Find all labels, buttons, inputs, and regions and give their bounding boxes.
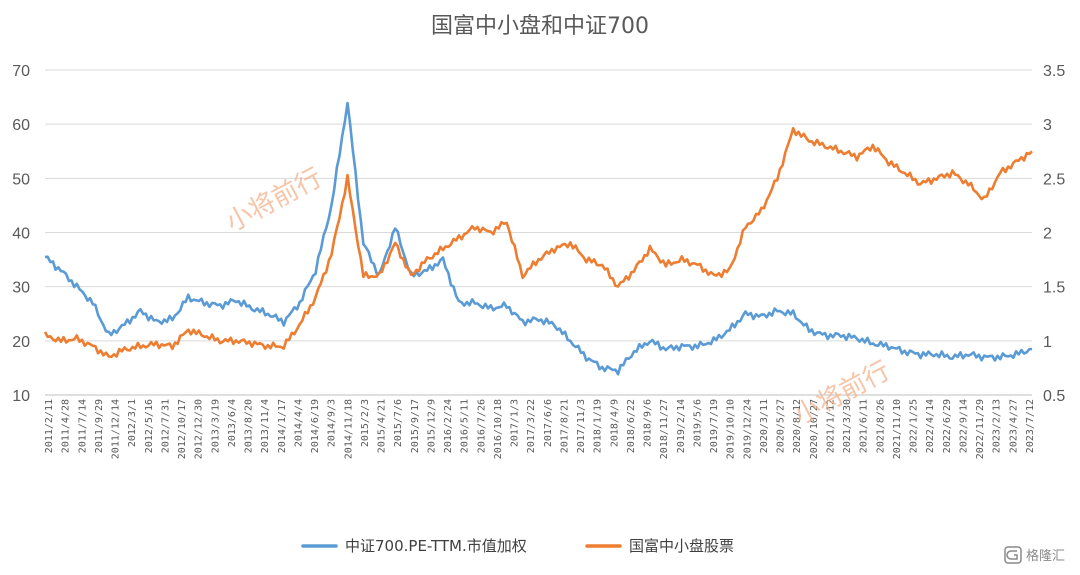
y-tick-left-label: 60	[12, 117, 30, 134]
x-tick-label: 2017/3/22	[526, 399, 537, 453]
y-tick-right-label: 3.5	[1043, 63, 1065, 80]
x-tick-label: 2014/6/19	[310, 399, 321, 453]
x-tick-label: 2016/5/11	[460, 399, 471, 453]
x-tick-label: 2014/9/3	[327, 399, 338, 447]
series-line-1	[44, 101, 1033, 376]
x-tick-label: 2014/1/17	[277, 399, 288, 453]
x-tick-label: 2020/8/12	[792, 399, 803, 453]
x-tick-label: 2016/10/18	[493, 399, 504, 459]
x-tick-label: 2019/10/10	[726, 399, 737, 459]
legend: 中证700.PE-TTM.市值加权 国富中小盘股票	[301, 537, 734, 555]
legend-label-series-1: 中证700.PE-TTM.市值加权	[345, 537, 527, 555]
watermark-layer: 小将前行 小将前行	[221, 163, 895, 431]
x-tick-label: 2014/11/18	[343, 399, 354, 459]
x-axis: 2011/2/11 2011/4/28 2011/7/14 2011/9/29 2011…	[44, 394, 1036, 459]
x-tick-label: 2013/11/4	[260, 399, 271, 453]
x-tick-label: 2018/6/22	[626, 399, 637, 453]
x-tick-label: 2012/12/30	[194, 399, 205, 459]
x-tick-label: 2013/8/20	[244, 399, 255, 453]
corner-brand-label: 格隆汇	[1026, 548, 1065, 564]
y-tick-left-label: 30	[12, 280, 30, 297]
g-logo-icon	[1004, 546, 1022, 564]
legend-label-series-2: 国富中小盘股票	[629, 537, 734, 555]
x-tick-label: 2015/12/9	[426, 399, 437, 453]
grid-lines	[45, 69, 1032, 396]
x-tick-label: 2021/3/30	[842, 399, 853, 453]
x-tick-label: 2021/8/26	[875, 399, 886, 453]
y-tick-right-label: 3	[1043, 117, 1052, 134]
x-tick-label: 2022/1/25	[909, 399, 920, 453]
y-tick-left-label: 40	[12, 226, 30, 243]
x-tick-label: 2019/7/19	[709, 399, 720, 453]
watermark-text-1: 小将前行	[221, 163, 327, 238]
x-tick-label: 2012/10/17	[177, 399, 188, 459]
corner-brand: 格隆汇	[1004, 546, 1065, 564]
x-tick-label: 2021/1/12	[825, 399, 836, 453]
x-tick-label: 2022/4/14	[925, 399, 936, 453]
plot-area	[43, 101, 1033, 376]
y-axis-left: 10 20 30 40 50 60 70	[12, 63, 30, 405]
series-line-2	[43, 127, 1033, 359]
x-tick-label: 2017/11/3	[576, 399, 587, 453]
x-tick-label: 2011/2/11	[44, 399, 55, 453]
y-tick-left-label: 10	[12, 388, 30, 405]
x-tick-label: 2022/11/29	[975, 399, 986, 459]
x-tick-label: 2016/7/26	[476, 399, 487, 453]
x-tick-label: 2018/11/27	[659, 399, 670, 459]
y-tick-right-label: 1.5	[1043, 280, 1065, 297]
x-tick-label: 2014/4/4	[293, 399, 304, 447]
x-tick-label: 2017/6/6	[543, 399, 554, 447]
x-tick-label: 2012/5/16	[144, 399, 155, 453]
x-tick-label: 2019/5/6	[692, 399, 703, 447]
x-tick-label: 2015/9/17	[410, 399, 421, 453]
x-tick-label: 2021/6/11	[859, 399, 870, 453]
x-tick-label: 2015/7/6	[393, 399, 404, 447]
x-tick-label: 2011/12/14	[111, 399, 122, 459]
x-tick-label: 2013/3/19	[210, 399, 221, 453]
x-tick-label: 2011/4/28	[61, 399, 72, 453]
y-tick-left-label: 20	[12, 334, 30, 351]
x-tick-label: 2022/9/14	[958, 399, 969, 453]
y-tick-right-label: 1	[1043, 334, 1052, 351]
y-tick-right-label: 2.5	[1043, 171, 1065, 188]
x-tick-label: 2019/12/24	[742, 399, 753, 459]
x-tick-label: 2023/4/27	[1008, 399, 1019, 453]
y-tick-left-label: 50	[12, 171, 30, 188]
x-tick-label: 2017/1/3	[510, 399, 521, 447]
x-tick-label: 2023/2/13	[992, 399, 1003, 453]
x-tick-label: 2018/4/9	[609, 399, 620, 447]
x-tick-label: 2022/6/29	[942, 399, 953, 453]
x-tick-label: 2020/5/27	[776, 399, 787, 453]
y-tick-right-label: 0.5	[1043, 388, 1065, 405]
x-tick-label: 2016/2/24	[443, 399, 454, 453]
x-tick-label: 2019/2/14	[676, 399, 687, 453]
x-tick-label: 2012/7/31	[160, 399, 171, 453]
chart-title: 国富中小盘和中证700	[431, 14, 649, 39]
y-tick-right-label: 2	[1043, 226, 1052, 243]
x-tick-label: 2018/1/19	[593, 399, 604, 453]
x-tick-label: 2011/7/14	[77, 399, 88, 453]
x-tick-label: 2015/2/3	[360, 399, 371, 447]
x-tick-label: 2017/8/21	[559, 399, 570, 453]
y-tick-left-label: 70	[12, 63, 30, 80]
x-tick-label: 2021/11/10	[892, 399, 903, 459]
x-tick-label: 2023/7/12	[1025, 399, 1036, 453]
x-tick-label: 2018/9/6	[643, 399, 654, 447]
x-tick-label: 2012/3/1	[127, 399, 138, 447]
x-tick-label: 2011/9/29	[94, 399, 105, 453]
y-axis-right: 0.5 1 1.5 2 2.5 3 3.5	[1043, 63, 1065, 405]
x-tick-label: 2013/6/4	[227, 399, 238, 447]
x-tick-label: 2015/4/21	[377, 399, 388, 453]
x-tick-label: 2020/10/27	[809, 399, 820, 459]
x-tick-label: 2020/3/11	[759, 399, 770, 453]
